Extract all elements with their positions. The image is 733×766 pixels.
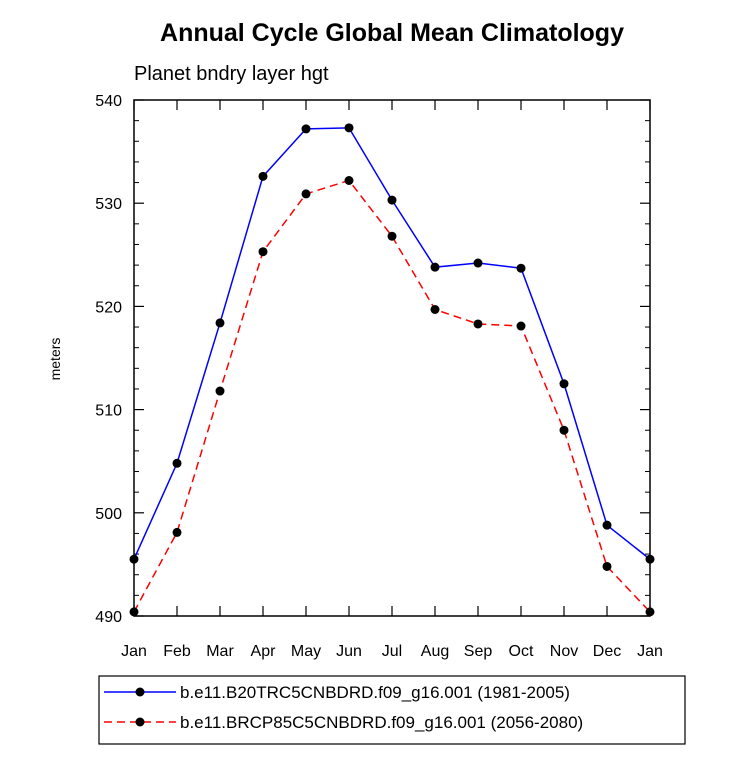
data-point bbox=[516, 321, 526, 331]
y-tick-label: 490 bbox=[95, 609, 122, 626]
y-tick-label: 510 bbox=[95, 403, 122, 420]
plot-frame bbox=[133, 99, 651, 617]
data-point bbox=[258, 171, 268, 181]
y-tick-label: 500 bbox=[95, 506, 122, 523]
x-tick-label: Mar bbox=[206, 643, 234, 660]
data-point bbox=[516, 263, 526, 273]
legend-marker bbox=[135, 687, 145, 697]
chart-title: Annual Cycle Global Mean Climatology bbox=[160, 19, 624, 47]
series-line-1 bbox=[133, 127, 651, 560]
data-point bbox=[215, 386, 225, 396]
x-tick-label: Dec bbox=[593, 643, 621, 660]
data-point bbox=[215, 318, 225, 328]
legend-box bbox=[98, 675, 686, 745]
tick-labels: 490 500 510 520 530 540 Jan Feb Mar Apr May Jun Jul A… bbox=[95, 93, 663, 660]
series-line-2 bbox=[133, 179, 651, 613]
data-point bbox=[258, 247, 268, 257]
data-point bbox=[559, 425, 569, 435]
x-tick-label: Aug bbox=[421, 643, 449, 660]
y-tick-label: 530 bbox=[95, 196, 122, 213]
legend-items: b.e11.B20TRC5CNBDRD.f09_g16.001 (1981-20… bbox=[104, 683, 583, 732]
x-tick-label: Jan bbox=[637, 643, 663, 660]
data-point bbox=[473, 258, 483, 268]
x-tick-label: Apr bbox=[251, 643, 277, 660]
x-tick-label: May bbox=[291, 643, 321, 660]
data-point bbox=[430, 304, 440, 314]
data-point bbox=[387, 231, 397, 241]
data-point bbox=[172, 458, 182, 468]
legend-marker bbox=[135, 717, 145, 727]
x-tick-label: Sep bbox=[464, 643, 493, 660]
x-tick-label: Jan bbox=[121, 643, 147, 660]
data-point bbox=[430, 262, 440, 272]
x-tick-label: Jun bbox=[336, 643, 362, 660]
legend: b.e11.B20TRC5CNBDRD.f09_g16.001 (1981-20… bbox=[98, 675, 686, 745]
x-tick-label: Feb bbox=[163, 643, 191, 660]
series-layer bbox=[129, 123, 655, 617]
x-tick-label: Oct bbox=[509, 643, 534, 660]
data-point bbox=[387, 195, 397, 205]
data-point bbox=[301, 124, 311, 134]
data-point bbox=[559, 379, 569, 389]
data-point bbox=[602, 561, 612, 571]
data-point bbox=[301, 189, 311, 199]
x-tick-label: Nov bbox=[550, 643, 578, 660]
data-point bbox=[473, 319, 483, 329]
data-point bbox=[602, 520, 612, 530]
x-tick-label: Jul bbox=[382, 643, 402, 660]
data-point bbox=[172, 527, 182, 537]
chart-subtitle: Planet bndry layer hgt bbox=[134, 63, 329, 85]
data-point bbox=[344, 123, 354, 133]
y-axis-label: meters bbox=[47, 338, 63, 381]
y-tick-label: 520 bbox=[95, 299, 122, 316]
legend-label-2: b.e11.BRCP85C5CNBDRD.f09_g16.001 (2056-2… bbox=[180, 713, 583, 732]
data-point bbox=[344, 175, 354, 185]
legend-label-1: b.e11.B20TRC5CNBDRD.f09_g16.001 (1981-20… bbox=[180, 683, 570, 702]
axis-ticks bbox=[133, 99, 651, 617]
y-tick-label: 540 bbox=[95, 93, 122, 110]
